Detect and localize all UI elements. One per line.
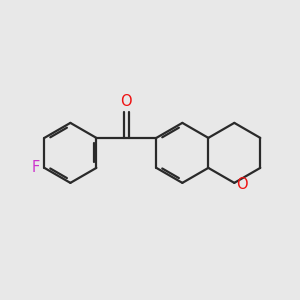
Text: O: O [121,94,132,109]
Text: O: O [237,176,248,191]
Text: F: F [32,160,41,175]
